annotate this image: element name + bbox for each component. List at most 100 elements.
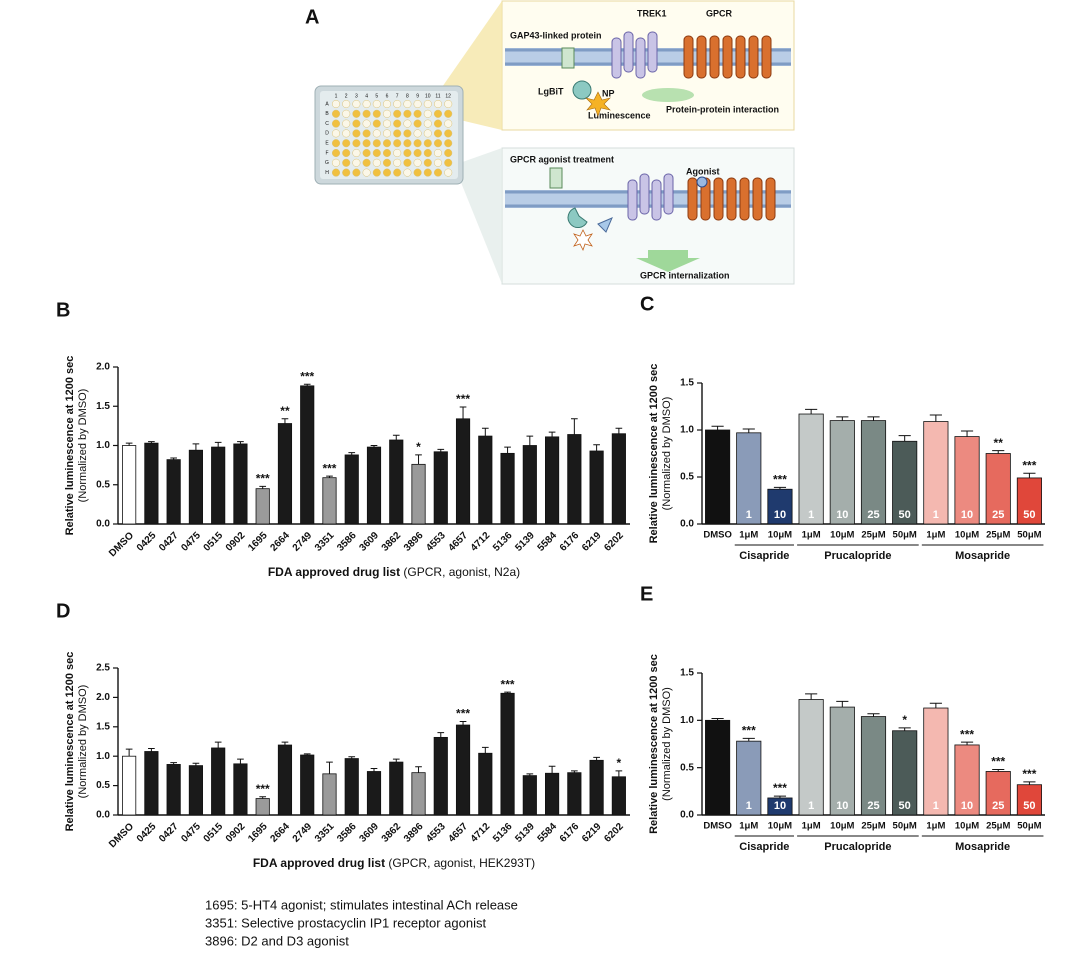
x-tick-label: 10μM bbox=[768, 530, 792, 541]
x-tick-label: DMSO bbox=[107, 530, 136, 559]
error-bar bbox=[615, 427, 623, 434]
helix bbox=[663, 173, 674, 215]
well bbox=[362, 158, 371, 167]
error-bar bbox=[526, 773, 534, 776]
error-bar bbox=[615, 770, 623, 777]
well bbox=[372, 158, 381, 167]
x-tick-label: 5139 bbox=[513, 821, 537, 845]
plate-col-label: 11 bbox=[435, 93, 440, 99]
x-tick-label: 3862 bbox=[380, 821, 404, 845]
x-tick-label: 6219 bbox=[580, 530, 604, 554]
error-bar bbox=[392, 434, 400, 441]
bar bbox=[923, 421, 949, 525]
well bbox=[413, 119, 422, 128]
x-tick-label: 25μM bbox=[861, 821, 885, 832]
error-bar bbox=[548, 431, 556, 437]
error-bar bbox=[929, 414, 942, 422]
bar bbox=[300, 385, 315, 525]
bar bbox=[705, 429, 731, 525]
well bbox=[413, 148, 422, 158]
x-tick-label: 50μM bbox=[893, 530, 917, 541]
x-tick-label: 10μM bbox=[955, 821, 979, 832]
x-tick-label: 6176 bbox=[558, 821, 582, 845]
bar-label: 25 bbox=[867, 800, 879, 812]
well bbox=[423, 168, 432, 177]
bar bbox=[611, 776, 626, 816]
x-tick-label: 0475 bbox=[179, 530, 203, 554]
well bbox=[382, 129, 392, 138]
error-bar bbox=[303, 383, 311, 386]
bar bbox=[344, 454, 359, 525]
bar-label: 25 bbox=[867, 509, 879, 521]
error-bar bbox=[125, 748, 133, 757]
error-bar bbox=[259, 485, 267, 489]
x-tick-label: 2749 bbox=[291, 821, 315, 845]
significance: * bbox=[617, 756, 622, 770]
well bbox=[444, 139, 453, 148]
well bbox=[393, 158, 402, 167]
x-tick-label: 3609 bbox=[357, 821, 381, 845]
error-bar bbox=[348, 452, 356, 455]
error-bar bbox=[237, 441, 244, 444]
plate-col-label: 1 bbox=[335, 93, 338, 99]
y-tick-label: 0.5 bbox=[96, 780, 110, 791]
zoom-wedge bbox=[440, 148, 502, 284]
well bbox=[372, 129, 381, 138]
x-tick-label: 50μM bbox=[1017, 530, 1041, 541]
well bbox=[413, 99, 422, 109]
group-label: Prucalopride bbox=[824, 841, 891, 853]
well bbox=[372, 139, 381, 148]
helix bbox=[627, 179, 638, 221]
x-tick-label: 1695 bbox=[246, 821, 270, 845]
helix bbox=[639, 173, 650, 215]
bar bbox=[611, 433, 626, 525]
well bbox=[352, 148, 361, 158]
well bbox=[331, 148, 341, 158]
plate-col-label: 7 bbox=[396, 93, 399, 99]
x-tick-label: 0427 bbox=[157, 821, 181, 845]
y-tick-label: 1.5 bbox=[680, 378, 694, 389]
well bbox=[444, 129, 453, 138]
gap43 bbox=[549, 167, 563, 189]
y-axis-label: Relative luminescence at 1200 sec bbox=[648, 364, 660, 544]
x-tick-label: 3586 bbox=[335, 530, 359, 554]
well bbox=[413, 158, 422, 167]
x-tick-label: 2664 bbox=[268, 530, 292, 554]
plate-col-label: 9 bbox=[416, 93, 419, 99]
error-bar bbox=[348, 756, 356, 759]
y-tick-label: 1.0 bbox=[680, 425, 694, 436]
helix bbox=[739, 177, 750, 221]
bar-label: 1 bbox=[746, 800, 752, 812]
diagram-label: TREK1 bbox=[637, 8, 667, 18]
x-tick-label: 10μM bbox=[830, 821, 854, 832]
well bbox=[382, 168, 392, 177]
well bbox=[331, 119, 341, 128]
error-bar bbox=[170, 762, 177, 765]
x-tick-label: 6202 bbox=[602, 530, 626, 554]
significance: *** bbox=[742, 723, 756, 737]
well bbox=[403, 148, 412, 158]
well bbox=[423, 158, 432, 167]
well bbox=[352, 99, 361, 109]
well bbox=[352, 168, 361, 177]
x-tick-label: 3862 bbox=[380, 530, 404, 554]
bar-label: 10 bbox=[836, 800, 848, 812]
error-bar bbox=[326, 761, 333, 774]
x-tick-label: 3586 bbox=[335, 821, 359, 845]
helix bbox=[611, 37, 622, 79]
x-tick-label: 5136 bbox=[491, 530, 515, 554]
x-tick-label: 6176 bbox=[558, 530, 582, 554]
error-bar bbox=[960, 741, 974, 745]
bar bbox=[211, 446, 226, 525]
bar bbox=[985, 453, 1011, 525]
well bbox=[433, 168, 443, 177]
well bbox=[352, 119, 361, 128]
error-bar bbox=[504, 446, 511, 454]
x-tick-label: 6219 bbox=[580, 821, 604, 845]
bar bbox=[892, 440, 918, 525]
error-bar bbox=[148, 441, 155, 444]
y-tick-label: 2.5 bbox=[96, 663, 110, 674]
diagram-label: GAP43-linked protein bbox=[510, 30, 602, 40]
bar bbox=[188, 449, 203, 525]
significance: *** bbox=[773, 473, 787, 487]
